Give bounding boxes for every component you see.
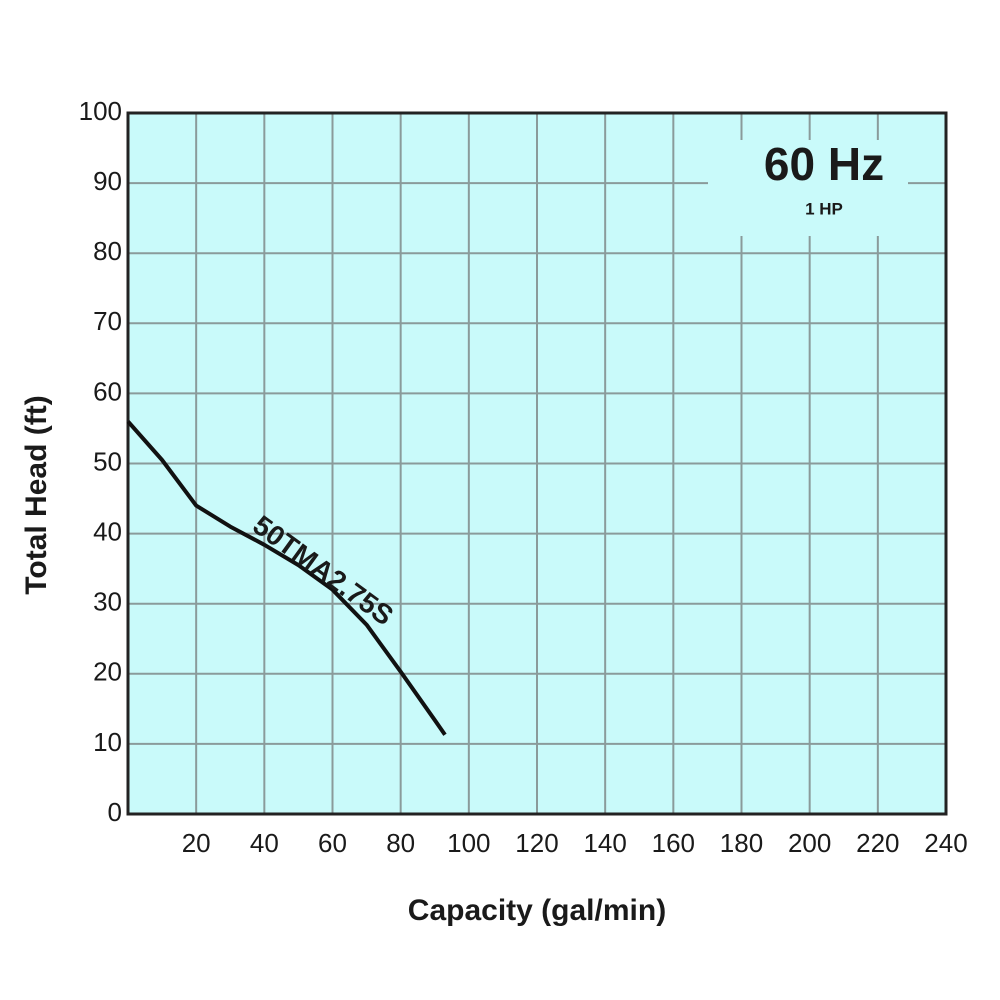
- y-tick-label: 80: [93, 236, 122, 266]
- y-axis-title: Total Head (ft): [20, 395, 53, 594]
- x-tick-label: 80: [386, 828, 415, 858]
- y-tick-label: 70: [93, 306, 122, 336]
- x-tick-label: 200: [788, 828, 831, 858]
- x-tick-label: 220: [856, 828, 899, 858]
- y-tick-label: 90: [93, 166, 122, 196]
- x-tick-label: 180: [720, 828, 763, 858]
- y-tick-label: 10: [93, 727, 122, 757]
- x-tick-label: 100: [447, 828, 490, 858]
- x-tick-label: 160: [652, 828, 695, 858]
- x-axis-title: Capacity (gal/min): [408, 894, 666, 927]
- x-tick-label: 140: [583, 828, 626, 858]
- y-tick-label: 0: [108, 797, 122, 827]
- y-tick-label: 20: [93, 657, 122, 687]
- x-tick-label: 240: [924, 828, 967, 858]
- x-tick-label: 20: [182, 828, 211, 858]
- x-tick-label: 40: [250, 828, 279, 858]
- line: [126, 420, 447, 736]
- y-tick-label: 100: [79, 96, 122, 126]
- x-tick-label: 120: [515, 828, 558, 858]
- y-tick-label: 40: [93, 516, 122, 546]
- y-tick-label: 50: [93, 446, 122, 476]
- title-box: [708, 140, 908, 236]
- chart-title: 60 Hz: [764, 138, 884, 190]
- y-tick-label: 60: [93, 376, 122, 406]
- chart-subtitle: 1 HP: [805, 199, 843, 218]
- plot-frame: [126, 111, 948, 816]
- x-tick-label: 60: [318, 828, 347, 858]
- y-tick-label: 30: [93, 587, 122, 617]
